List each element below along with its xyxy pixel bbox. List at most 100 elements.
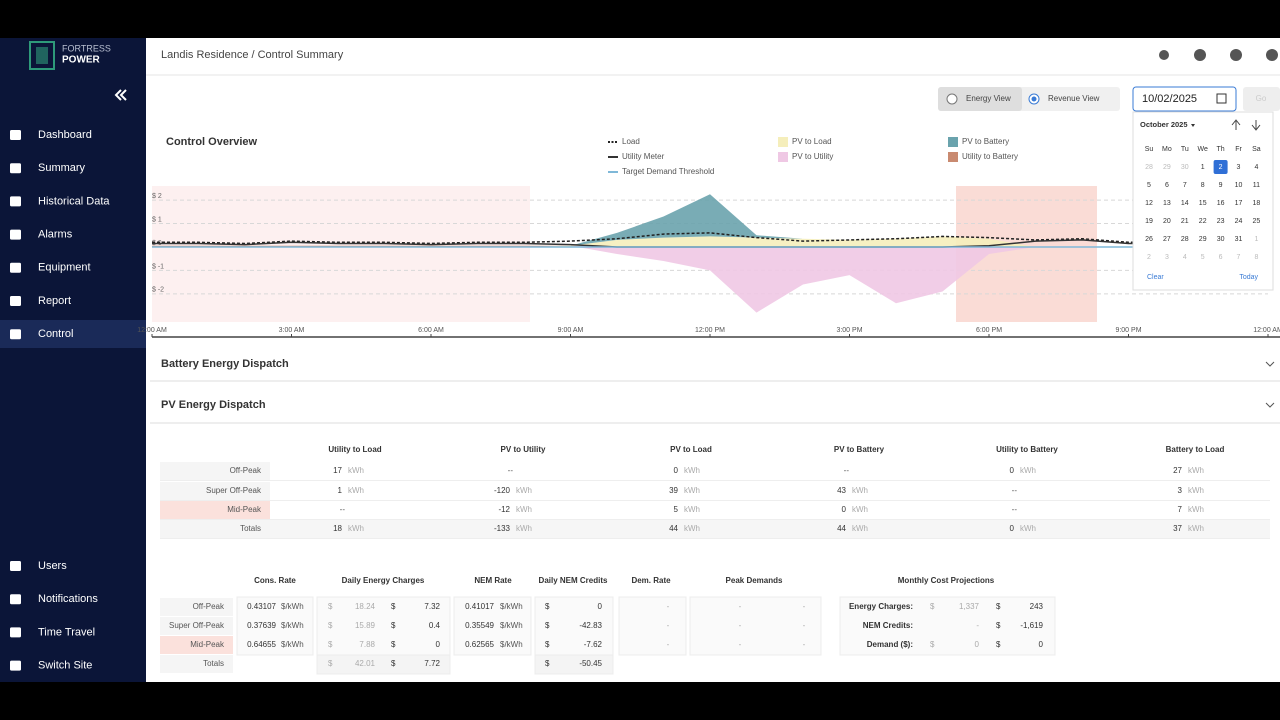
rate-unit: $/kWh — [500, 602, 523, 611]
day[interactable]: 7 — [1183, 182, 1187, 189]
nav-item[interactable]: Alarms — [38, 229, 73, 241]
nav-item[interactable]: Equipment — [38, 262, 91, 274]
day[interactable]: 2 — [1147, 254, 1151, 261]
view-option[interactable]: Energy View — [966, 94, 1011, 103]
nav-item[interactable]: Time Travel — [38, 626, 95, 638]
day[interactable]: 1 — [1254, 236, 1258, 243]
day[interactable]: 17 — [1235, 200, 1243, 207]
y-tick-label: $ -1 — [152, 263, 164, 270]
day[interactable]: 2 — [1219, 164, 1223, 171]
sidebar — [0, 38, 146, 682]
day[interactable]: 7 — [1237, 254, 1241, 261]
day[interactable]: 20 — [1163, 218, 1171, 225]
day[interactable]: 4 — [1254, 164, 1258, 171]
go-label[interactable]: Go — [1256, 94, 1267, 103]
charge: 18.24 — [355, 602, 376, 611]
month-label[interactable]: October 2025 — [1140, 120, 1188, 129]
currency: $ — [328, 621, 333, 630]
collapse-icon[interactable] — [114, 89, 122, 101]
day[interactable]: 5 — [1201, 254, 1205, 261]
section-header[interactable] — [150, 348, 1280, 380]
nav-item[interactable]: Notifications — [38, 593, 98, 605]
clear-button[interactable]: Clear — [1147, 274, 1164, 281]
day[interactable]: 30 — [1217, 236, 1225, 243]
nav-item[interactable]: Historical Data — [38, 195, 110, 207]
day[interactable]: 30 — [1181, 164, 1189, 171]
view-option[interactable]: Revenue View — [1048, 94, 1100, 103]
day[interactable]: 29 — [1199, 236, 1207, 243]
peak-demand: - — [803, 602, 806, 611]
day[interactable]: 25 — [1253, 218, 1261, 225]
day[interactable]: 24 — [1235, 218, 1243, 225]
cell-value: 18 — [333, 524, 342, 533]
day[interactable]: 8 — [1201, 182, 1205, 189]
peak-demand: - — [739, 621, 742, 630]
day[interactable]: 3 — [1237, 164, 1241, 171]
day[interactable]: 1 — [1201, 164, 1205, 171]
day[interactable]: 22 — [1199, 218, 1207, 225]
dem-rate: - — [667, 621, 670, 630]
nav-item[interactable]: Dashboard — [38, 129, 92, 141]
cell-unit: kWh — [684, 505, 700, 514]
collapse-icon[interactable] — [119, 89, 127, 101]
go-button[interactable] — [1243, 87, 1280, 111]
today-button[interactable]: Today — [1239, 274, 1258, 281]
radio[interactable] — [946, 93, 958, 105]
nav-item[interactable]: Control — [38, 328, 73, 340]
day[interactable]: 9 — [1219, 182, 1223, 189]
prev-arrow[interactable] — [1231, 119, 1241, 130]
cell-value: 0 — [1010, 524, 1015, 533]
day[interactable]: 27 — [1163, 236, 1171, 243]
cell-group — [236, 596, 314, 656]
x-tick-label: 12:00 AM — [137, 327, 167, 334]
nav-item[interactable]: Report — [38, 295, 71, 307]
day[interactable]: 26 — [1145, 236, 1153, 243]
charge: 15.89 — [355, 621, 376, 630]
projection-value: 243 — [1030, 602, 1044, 611]
day[interactable]: 28 — [1181, 236, 1189, 243]
day[interactable]: 28 — [1145, 164, 1153, 171]
column-header: Dem. Rate — [631, 576, 671, 585]
section-title[interactable]: PV Energy Dispatch — [161, 399, 266, 411]
nav-active — [0, 320, 146, 348]
day[interactable]: 5 — [1147, 182, 1151, 189]
day[interactable]: 29 — [1163, 164, 1171, 171]
currency: $ — [930, 602, 935, 611]
day[interactable]: 14 — [1181, 200, 1189, 207]
day[interactable]: 6 — [1165, 182, 1169, 189]
day[interactable]: 21 — [1181, 218, 1189, 225]
settings-icon[interactable] — [1230, 49, 1242, 61]
day[interactable]: 15 — [1199, 200, 1207, 207]
help-icon[interactable] — [1194, 49, 1206, 61]
day[interactable]: 11 — [1253, 182, 1260, 189]
day[interactable]: 8 — [1254, 254, 1258, 261]
day[interactable]: 12 — [1145, 200, 1153, 207]
day[interactable]: 16 — [1217, 200, 1225, 207]
date-input[interactable] — [1132, 86, 1237, 112]
user-icon[interactable] — [1266, 49, 1278, 61]
section-header[interactable] — [150, 388, 1280, 422]
day[interactable]: 18 — [1253, 200, 1261, 207]
nav-item[interactable]: Switch Site — [38, 660, 92, 672]
day[interactable]: 4 — [1183, 254, 1187, 261]
section-title[interactable]: Battery Energy Dispatch — [161, 358, 289, 370]
next-arrow[interactable] — [1251, 120, 1261, 131]
legend-swatch — [778, 152, 788, 162]
day[interactable]: 6 — [1219, 254, 1223, 261]
column-header: Daily Energy Charges — [342, 576, 425, 585]
day[interactable]: 10 — [1235, 182, 1243, 189]
day[interactable]: 31 — [1235, 236, 1243, 243]
day[interactable]: 3 — [1165, 254, 1169, 261]
nav-item[interactable]: Summary — [38, 162, 86, 174]
day[interactable]: 19 — [1145, 218, 1153, 225]
row-label-cell — [160, 482, 270, 500]
date-value[interactable]: 10/02/2025 — [1142, 93, 1197, 105]
nav-item[interactable]: Users — [38, 560, 67, 572]
day[interactable]: 13 — [1163, 200, 1171, 207]
bell-icon[interactable] — [1159, 50, 1169, 60]
day[interactable]: 23 — [1217, 218, 1225, 225]
row-label-cell — [160, 636, 233, 654]
x-tick-label: 9:00 PM — [1115, 327, 1141, 334]
cell-group — [839, 596, 1056, 656]
